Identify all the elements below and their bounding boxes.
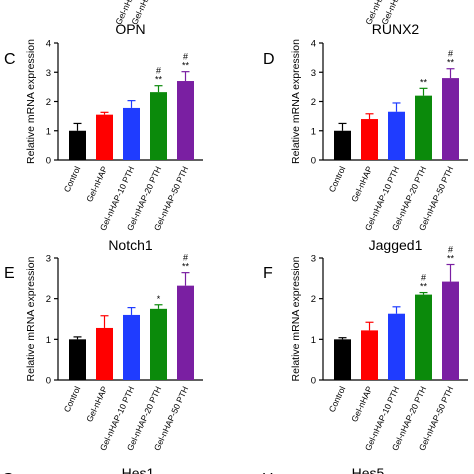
chart-panels: C OPN Relative mRNA expression 0 1 2 3 4 Control… [4, 21, 468, 452]
significance-mark: ** [447, 254, 455, 264]
significance-mark: ** [447, 58, 455, 68]
bar-gel-nhap-10-pth [123, 314, 140, 380]
y-tick-label: 4 [46, 39, 51, 50]
panel-letter: C [4, 51, 16, 68]
y-axis-label: Relative mRNA expression [25, 256, 37, 381]
x-tick-label: Control [327, 165, 348, 194]
bar-gel-nhap [96, 327, 113, 380]
bar-gel-nhap-10-pth [388, 313, 405, 380]
y-tick-label: 0 [311, 376, 316, 387]
y-tick-label: 3 [46, 254, 51, 265]
bottom-cut-panels: G Hes1 H Hes5 [2, 465, 385, 474]
bar-control [334, 339, 351, 380]
bar-gel-nhap-10-pth [388, 111, 405, 160]
y-tick-label: 3 [311, 254, 316, 265]
panel-letter: F [263, 265, 273, 282]
y-tick-label: 2 [46, 294, 51, 305]
y-tick-label: 1 [311, 335, 316, 346]
panel-letter-h: H [262, 471, 274, 474]
x-tick-label: Control [327, 385, 348, 414]
chart-panel-opn: C OPN Relative mRNA expression 0 1 2 3 4 Control… [4, 21, 203, 232]
y-tick-label: 1 [311, 126, 316, 137]
x-tick-label: Control [62, 385, 83, 414]
y-axis-label: Relative mRNA expression [290, 39, 302, 164]
significance-mark: # [448, 245, 453, 255]
significance-mark: # [183, 253, 188, 263]
y-tick-label: 3 [311, 68, 316, 79]
bar-gel-nhap [361, 119, 378, 160]
bar-gel-nhap [361, 330, 378, 380]
y-tick-label: 0 [311, 156, 316, 167]
significance-mark: ** [182, 262, 190, 272]
bar-gel-nhap-20-pth [150, 92, 167, 160]
y-tick-label: 1 [46, 126, 51, 137]
chart-title: Jagged1 [369, 237, 423, 253]
chart-title: OPN [115, 21, 145, 37]
y-tick-label: 2 [46, 97, 51, 108]
significance-mark: ** [155, 75, 163, 85]
bar-gel-nhap [96, 114, 113, 160]
chart-panel-notch1: E Notch1 Relative mRNA expression 0 1 2 3 Contr… [4, 237, 203, 452]
bar-control [69, 130, 86, 160]
bar-gel-nhap-20-pth [415, 294, 432, 380]
significance-mark: # [183, 52, 188, 62]
x-tick-label: Gel-nHAP [84, 164, 109, 203]
x-tick-label: Control [62, 165, 83, 194]
significance-mark: # [448, 49, 453, 59]
y-tick-label: 1 [46, 335, 51, 346]
y-tick-label: 2 [311, 294, 316, 305]
y-axis-label: Relative mRNA expression [25, 39, 37, 164]
significance-mark: ** [420, 282, 428, 292]
bar-gel-nhap-10-pth [123, 107, 140, 160]
bar-control [69, 339, 86, 380]
chart-panel-runx2: D RUNX2 Relative mRNA expression 0 1 2 3 4 Contr… [263, 21, 468, 232]
bar-gel-nhap-50-pth [442, 281, 459, 380]
y-tick-label: 0 [46, 156, 51, 167]
chart-panel-jagged1: F Jagged1 Relative mRNA expression 0 1 2 3 Cont… [263, 237, 468, 452]
x-tick-label: Gel-nHAP [84, 384, 109, 423]
bar-control [334, 130, 351, 160]
y-tick-label: 3 [46, 68, 51, 79]
bar-gel-nhap-50-pth [177, 285, 194, 380]
y-tick-label: 2 [311, 97, 316, 108]
bar-gel-nhap-20-pth [415, 95, 432, 160]
significance-mark: * [157, 294, 161, 304]
x-tick-label: Gel-nHAP [349, 164, 374, 203]
bar-gel-nhap-50-pth [442, 78, 459, 160]
panel-letter: D [263, 51, 275, 68]
y-axis-label: Relative mRNA expression [290, 256, 302, 381]
panel-letter-g: G [2, 471, 14, 474]
chart-title: Notch1 [108, 237, 153, 253]
chart-title: RUNX2 [372, 21, 420, 37]
y-tick-label: 4 [311, 39, 316, 50]
significance-mark: ** [182, 61, 190, 71]
panel-letter: E [4, 265, 15, 282]
bar-gel-nhap-20-pth [150, 308, 167, 380]
x-tick-label: Gel-nHAP [349, 384, 374, 423]
significance-mark: # [156, 66, 161, 76]
panel-title-hes1: Hes1 [122, 465, 155, 474]
significance-mark: ** [420, 77, 428, 87]
panel-title-hes5: Hes5 [352, 465, 385, 474]
y-tick-label: 0 [46, 376, 51, 387]
bar-gel-nhap-50-pth [177, 81, 194, 160]
significance-mark: # [421, 273, 426, 283]
